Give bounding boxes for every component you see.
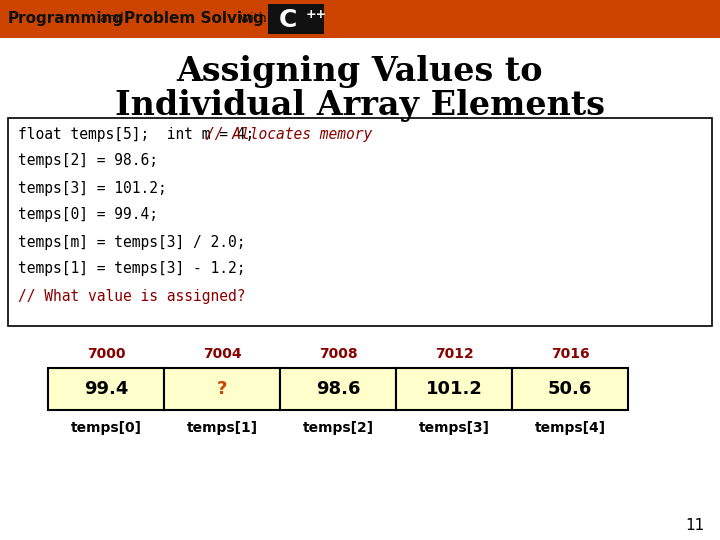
Text: temps[m] = temps[3] / 2.0;: temps[m] = temps[3] / 2.0; xyxy=(18,234,246,249)
Text: temps[3] = 101.2;: temps[3] = 101.2; xyxy=(18,180,167,195)
Text: // What value is assigned?: // What value is assigned? xyxy=(18,288,246,303)
Text: // Allocates memory: // Allocates memory xyxy=(207,126,373,141)
Text: temps[0] = 99.4;: temps[0] = 99.4; xyxy=(18,207,158,222)
Bar xyxy=(48,368,164,410)
Text: float temps[5];  int m = 4;: float temps[5]; int m = 4; xyxy=(18,126,271,141)
Text: ++: ++ xyxy=(306,8,328,21)
Text: temps[2]: temps[2] xyxy=(302,421,374,435)
Text: temps[1]: temps[1] xyxy=(186,421,258,435)
Text: 11: 11 xyxy=(685,518,705,534)
Text: 7008: 7008 xyxy=(319,347,357,361)
Text: 50.6: 50.6 xyxy=(548,380,592,398)
Text: 7016: 7016 xyxy=(551,347,589,361)
Text: temps[0]: temps[0] xyxy=(71,421,142,435)
Text: Individual Array Elements: Individual Array Elements xyxy=(115,89,605,122)
Bar xyxy=(268,4,324,34)
Bar xyxy=(164,368,280,410)
Text: and: and xyxy=(96,12,127,25)
Text: 7000: 7000 xyxy=(86,347,125,361)
Text: Programming: Programming xyxy=(8,11,124,26)
Bar xyxy=(8,118,712,326)
Text: Problem Solving: Problem Solving xyxy=(124,11,264,26)
Text: 7004: 7004 xyxy=(203,347,241,361)
Text: ?: ? xyxy=(217,380,228,398)
Bar xyxy=(280,368,396,410)
Text: Assigning Values to: Assigning Values to xyxy=(176,56,544,89)
Text: 98.6: 98.6 xyxy=(316,380,360,398)
Text: 7012: 7012 xyxy=(435,347,473,361)
Text: temps[3]: temps[3] xyxy=(418,421,490,435)
Text: temps[1] = temps[3] - 1.2;: temps[1] = temps[3] - 1.2; xyxy=(18,261,246,276)
Bar xyxy=(0,0,720,38)
Bar xyxy=(512,368,628,410)
Bar xyxy=(396,368,512,410)
Text: temps[4]: temps[4] xyxy=(534,421,606,435)
Text: temps[2] = 98.6;: temps[2] = 98.6; xyxy=(18,153,158,168)
Text: with: with xyxy=(236,12,271,25)
Text: C: C xyxy=(279,8,297,32)
Text: 101.2: 101.2 xyxy=(426,380,482,398)
Text: 99.4: 99.4 xyxy=(84,380,128,398)
